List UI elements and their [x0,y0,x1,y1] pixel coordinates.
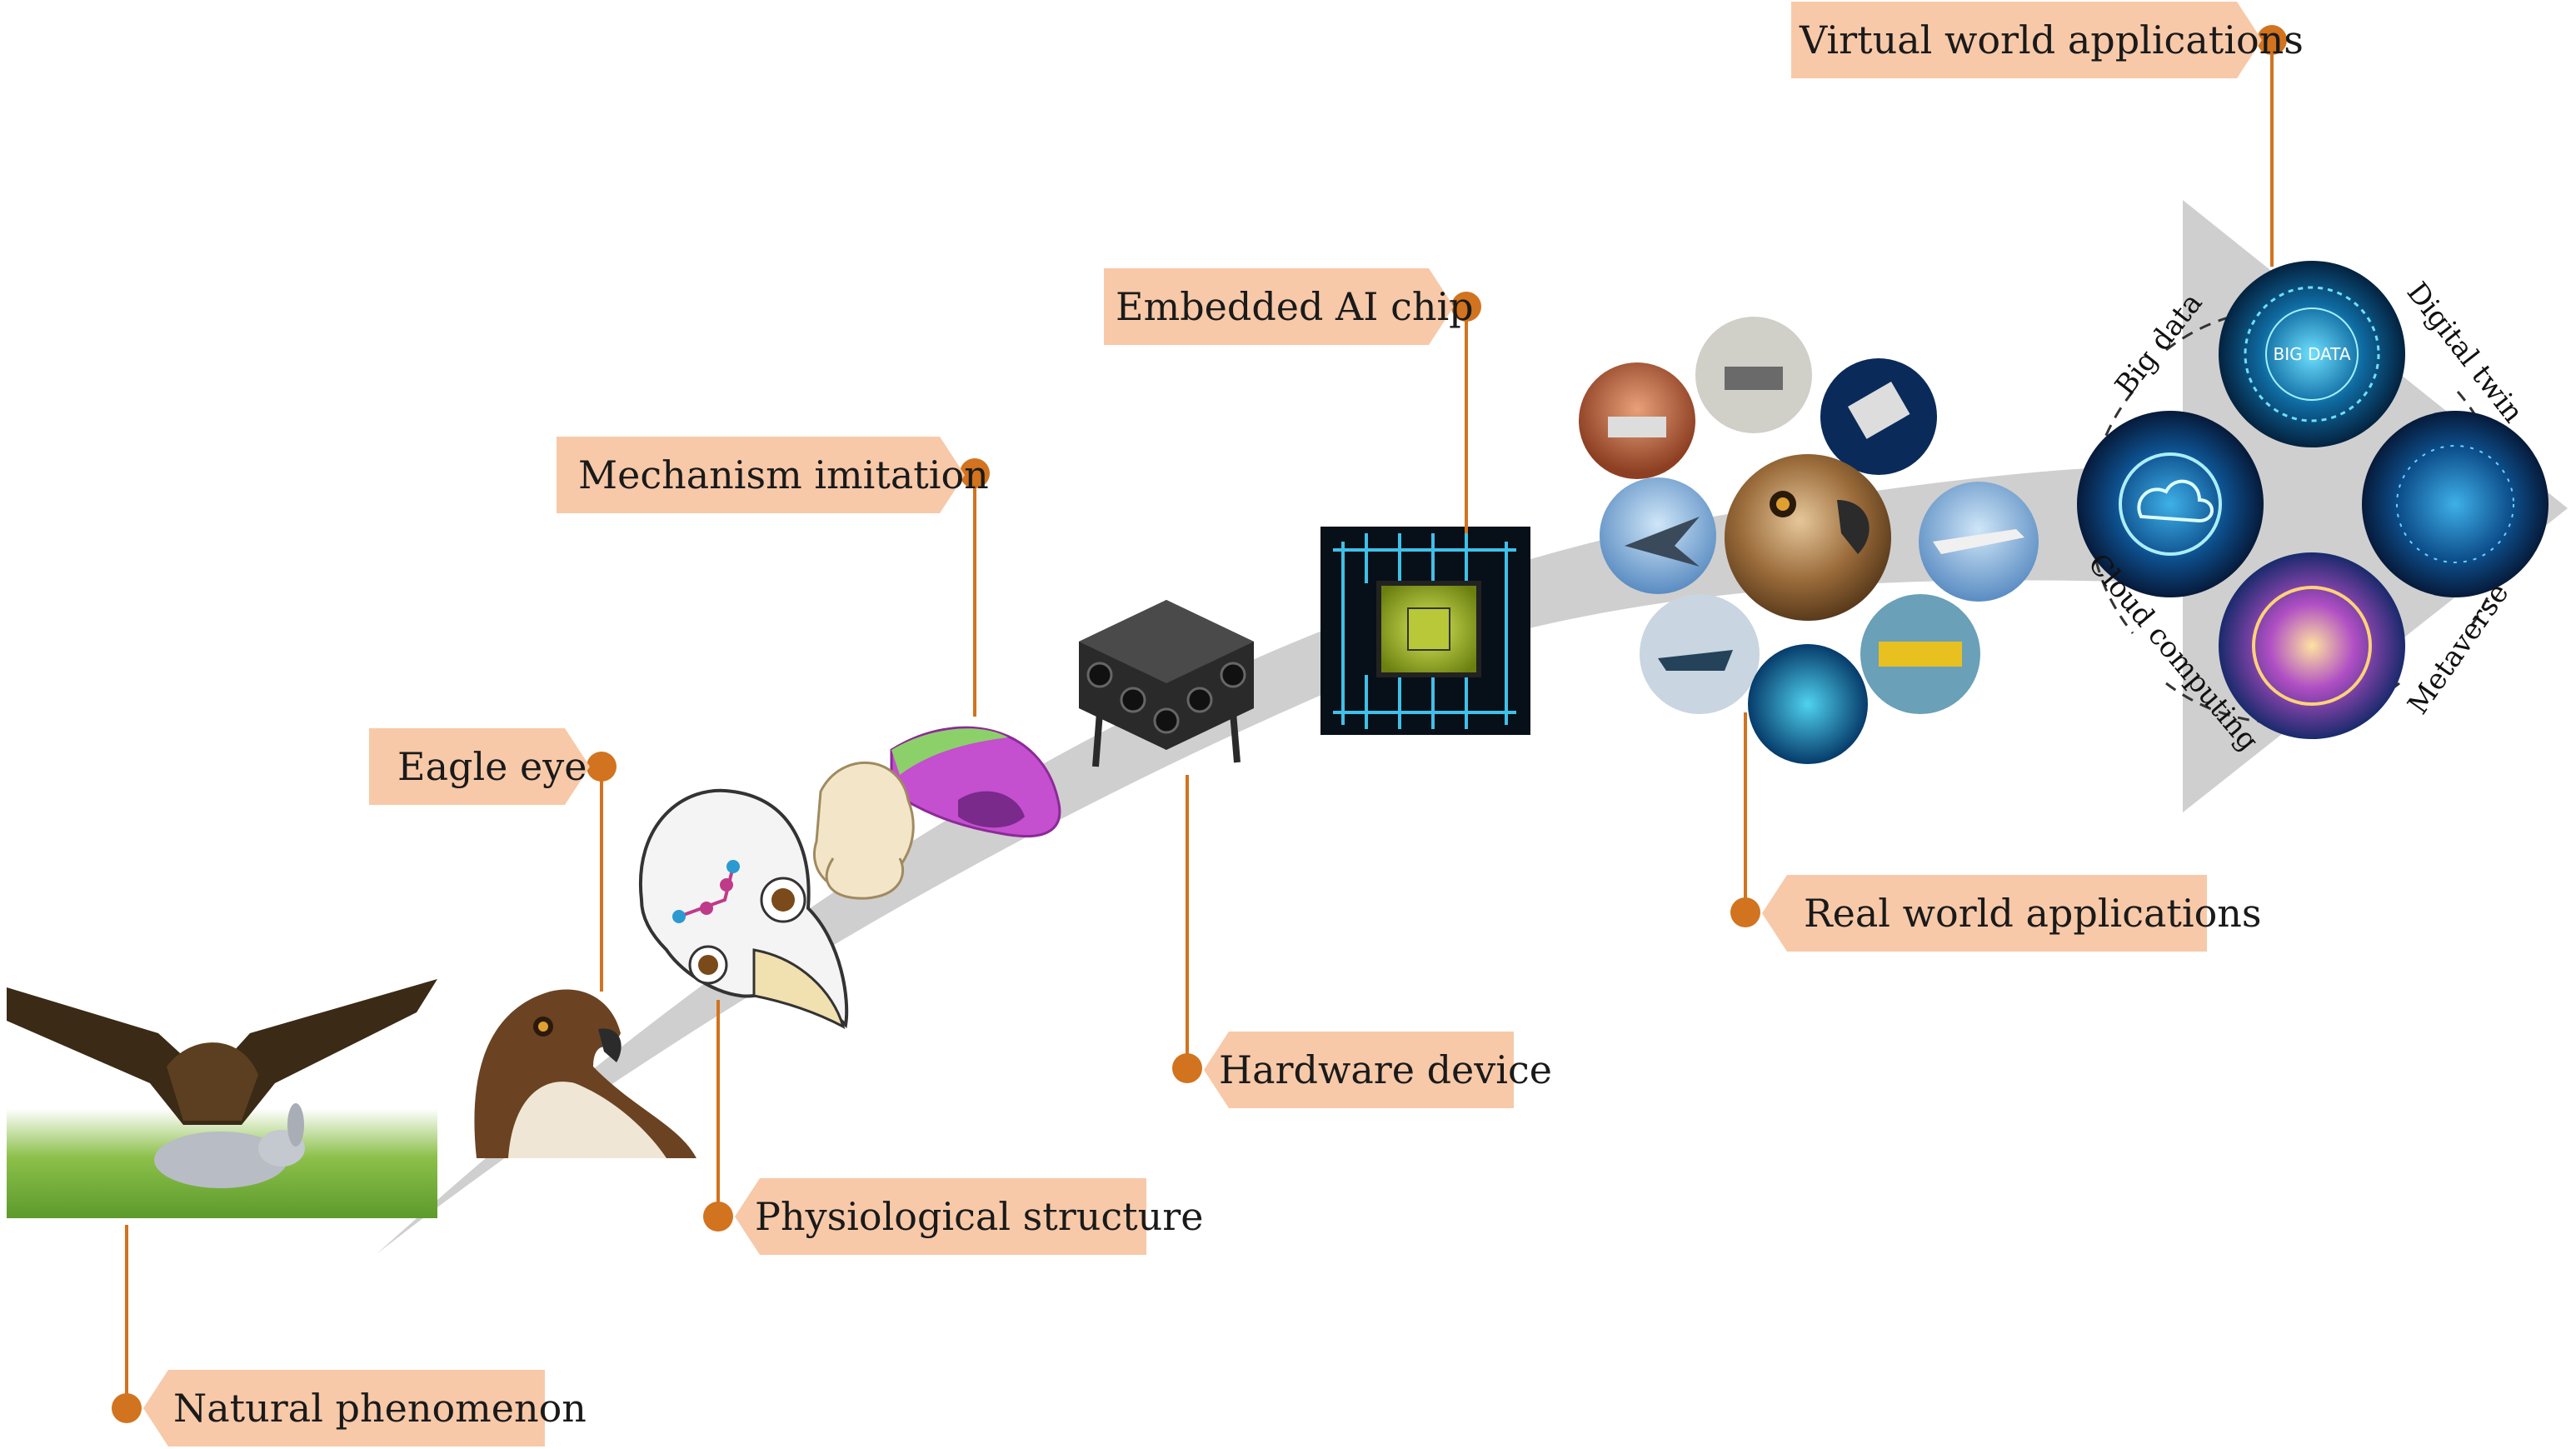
brain-diagram [812,726,1061,900]
virtual-world-dot [2257,25,2287,55]
virtual-world-cluster [2077,261,2549,739]
eagle-eye-dot [587,752,617,782]
eagle-head-photo [474,989,696,1158]
mechanism-dot [960,458,990,488]
real-world-cluster [1579,317,2039,764]
natural-dot [112,1393,142,1423]
big-data-badge: BIG DATA [2274,344,2351,364]
cloud-computing-circle [2077,411,2264,597]
label-virtual-world-applications: Virtual world applications [1791,2,2304,78]
label-mechanism-imitation: Mechanism imitation [557,437,989,513]
digital-twin-circle [2362,411,2549,597]
metaverse-circle [2219,552,2405,739]
eagle-skull-diagram [638,788,849,1029]
chip-dot [1451,292,1481,322]
label-real-world-applications: Real world applications [1762,875,2262,952]
label-physiological-structure: Physiological structure [735,1178,1203,1255]
physio-dot [703,1202,733,1232]
label-embedded-ai-chip: Embedded AI chip [1104,268,1474,345]
ai-chip-image [1320,527,1530,735]
hardware-dot [1172,1053,1202,1083]
real-world-dot [1730,897,1760,927]
label-eagle-eye: Eagle eye [369,728,590,805]
eagle-rabbit-photo [7,975,437,1218]
label-natural-phenomenon: Natural phenomenon [143,1370,587,1447]
camera-rig-device [1079,600,1254,767]
label-hardware-device: Hardware device [1204,1032,1552,1108]
